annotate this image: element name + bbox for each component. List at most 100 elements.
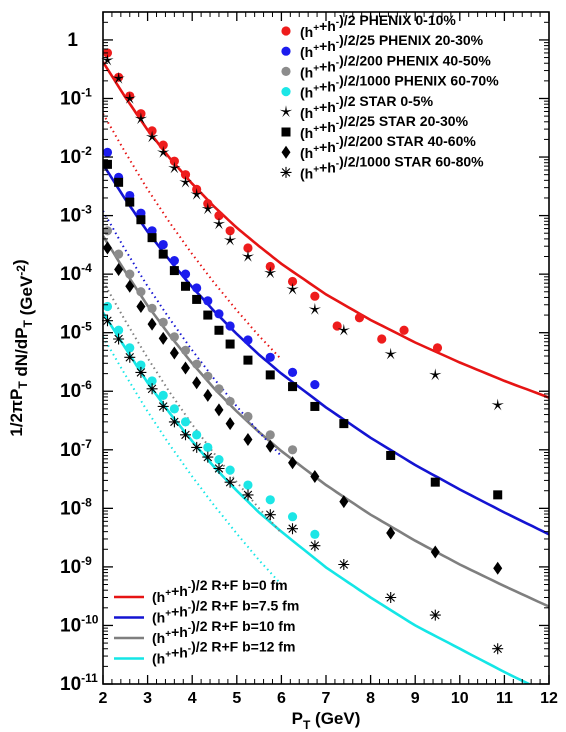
data-point-s4-12 (241, 250, 255, 262)
data-point-s6-8 (192, 376, 202, 390)
x-tick-label-4: 6 (277, 690, 286, 707)
y-axis-title: 1/2πPT dN/dPT (GeV-2) (7, 259, 36, 436)
data-point-s2-9 (203, 371, 213, 381)
x-axis-title: PT (GeV) (292, 709, 361, 732)
legend-label-0: (h++h-)/2 PHENIX 0-10% (300, 12, 456, 40)
data-point-s2-1 (114, 249, 124, 259)
data-point-s4-16 (337, 323, 350, 336)
dotted-curve-5 (103, 210, 283, 457)
data-point-s0-7 (180, 170, 191, 180)
data-point-s7-17 (385, 592, 397, 603)
data-point-s5-17 (386, 450, 396, 460)
data-point-s4-10 (212, 217, 226, 230)
dotted-curve-6 (103, 281, 283, 534)
data-point-s4-11 (223, 233, 237, 246)
data-point-s4-3 (134, 112, 148, 125)
model-curve-2 (103, 235, 549, 608)
data-point-s4-8 (190, 187, 203, 200)
data-point-s2-3 (136, 287, 146, 297)
data-point-s7-0 (102, 315, 113, 327)
data-point-s0-18 (377, 334, 387, 344)
data-point-s6-14 (288, 456, 298, 470)
data-point-s5-14 (288, 382, 298, 392)
x-tick-label-9: 11 (496, 690, 513, 707)
data-point-s2-0 (102, 226, 113, 236)
data-point-s7-3 (135, 366, 147, 378)
x-tick-label-1: 3 (143, 690, 152, 707)
data-point-s0-12 (243, 243, 253, 253)
x-tick-label-7: 9 (411, 690, 420, 707)
data-point-s2-10 (214, 384, 224, 394)
data-point-s0-20 (432, 343, 443, 353)
data-point-s2-13 (265, 430, 275, 440)
data-point-s6-7 (181, 361, 191, 375)
data-point-s3-2 (125, 343, 135, 353)
data-point-s5-13 (265, 370, 275, 380)
data-point-s6-1 (114, 263, 124, 277)
model-curve-1 (103, 163, 549, 536)
data-point-s3-8 (192, 430, 202, 440)
y-tick-label-4: 10-7 (60, 437, 92, 461)
data-point-s6-12 (243, 432, 253, 446)
legend-curve-label-3: (h++h-)/2 R+F b=12 fm (152, 639, 295, 667)
data-point-s6-3 (136, 300, 146, 314)
data-point-s3-6 (169, 404, 179, 414)
dotted-curve-7 (103, 336, 283, 586)
data-point-s5-10 (214, 325, 224, 335)
data-point-s1-14 (287, 367, 298, 377)
data-point-s6-5 (158, 331, 168, 345)
data-point-s6-10 (214, 403, 224, 417)
data-point-s7-14 (287, 523, 298, 535)
data-point-s0-14 (287, 276, 298, 287)
data-point-s7-4 (146, 383, 158, 395)
y-tick-label-0: 10-11 (60, 671, 98, 695)
data-point-s6-6 (169, 346, 179, 360)
data-point-s7-1 (113, 333, 125, 345)
legend-data: (h++h-)/2 PHENIX 0-10%(h++h-)/2/25 PHENI… (279, 12, 499, 181)
data-point-s2-2 (125, 269, 135, 279)
data-point-s4-9 (201, 202, 214, 215)
data-point-s5-18 (430, 477, 440, 487)
data-point-s6-2 (125, 279, 135, 293)
data-point-s4-15 (308, 302, 321, 315)
data-point-s7-2 (124, 351, 136, 363)
x-tick-label-0: 2 (99, 690, 108, 707)
data-point-s4-7 (179, 175, 192, 188)
legend-marker-4 (279, 105, 293, 118)
data-point-s4-18 (429, 368, 442, 381)
data-point-s0-11 (225, 226, 235, 236)
legend-label-2: (h++h-)/2/200 PHENIX 40-50% (300, 52, 491, 80)
data-point-s4-0 (101, 53, 114, 66)
data-point-s2-11 (225, 396, 235, 407)
x-tick-label-10: 12 (540, 690, 558, 707)
legend-marker-2 (281, 66, 291, 76)
legend-label-3: (h++h-)/2/1000 PHENIX 60-70% (300, 73, 499, 101)
data-point-s5-5 (158, 249, 168, 259)
data-point-s2-4 (147, 303, 157, 313)
data-point-s1-5 (158, 239, 168, 250)
data-point-s7-19 (492, 643, 504, 655)
y-tick-label-5: 10-6 (60, 378, 92, 402)
legend-marker-7 (280, 166, 292, 178)
data-point-s3-4 (147, 376, 157, 386)
data-point-s5-9 (203, 310, 213, 320)
axis-ticks: 2 3 4 5 6 7 8 9 10 11 1210-1110-1010-910-810-710-6… (60, 11, 558, 707)
data-point-s5-11 (225, 339, 235, 349)
legend-marker-6 (281, 145, 291, 159)
data-point-s3-1 (114, 325, 124, 335)
data-point-s0-13 (265, 261, 275, 272)
data-point-s4-5 (157, 145, 170, 158)
data-point-s7-16 (338, 559, 350, 570)
x-tick-label-5: 7 (322, 690, 331, 707)
y-tick-label-2: 10-9 (60, 554, 92, 578)
data-point-s2-14 (287, 445, 298, 455)
data-point-s5-0 (102, 159, 112, 169)
data-point-s0-17 (354, 313, 365, 323)
data-point-s3-10 (214, 455, 224, 465)
legend-label-6: (h++h-)/2/200 STAR 40-60% (300, 133, 476, 161)
model-curve-3 (103, 311, 532, 684)
data-point-s6-19 (493, 561, 503, 575)
data-point-s3-13 (265, 495, 275, 505)
data-point-s0-6 (169, 156, 179, 166)
data-point-s7-10 (213, 463, 225, 474)
